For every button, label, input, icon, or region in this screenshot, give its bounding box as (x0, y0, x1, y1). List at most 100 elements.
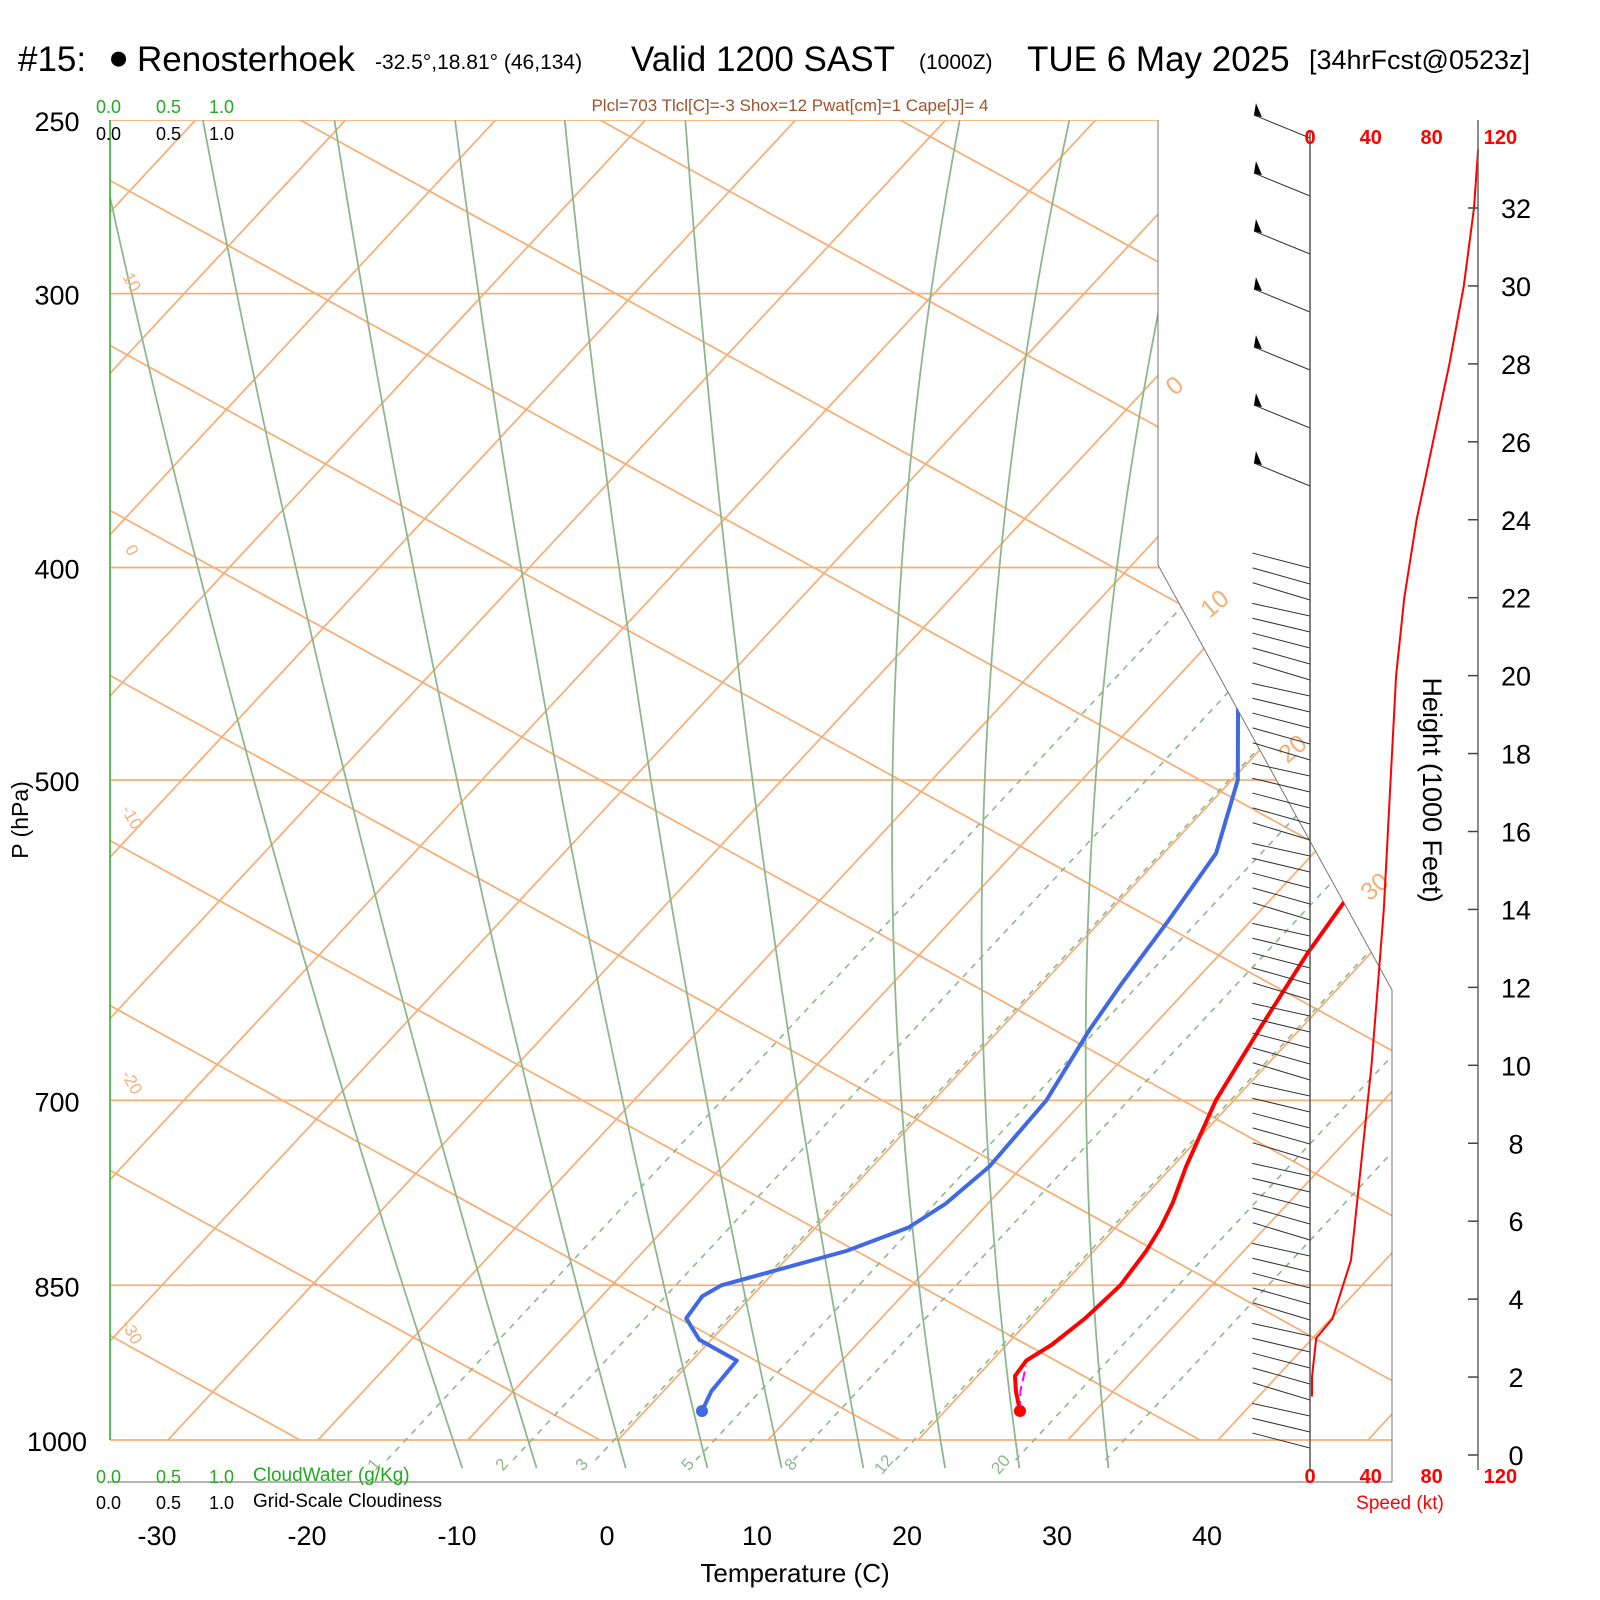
wind-barb (1252, 807, 1311, 825)
mixing-ratio-label: 2 (491, 1455, 512, 1474)
wind-barb (1252, 1322, 1311, 1337)
dry-adiabat-label: 10 (1195, 584, 1234, 623)
dry-adiabat-label: 0 (1161, 371, 1190, 401)
surface-temperature-point (1013, 1404, 1026, 1417)
wind-barb (1252, 982, 1311, 1001)
wind-barb (1252, 697, 1311, 713)
wind-barb (1252, 552, 1311, 569)
pressure-axis-label: P (hPa) (7, 781, 33, 859)
wind-barb (1253, 230, 1311, 255)
wind-barb (1252, 922, 1311, 937)
temperature-tick-label: 40 (1192, 1521, 1222, 1551)
wind-barb (1252, 1127, 1311, 1145)
station-id: #15: (18, 40, 87, 79)
mixing-ratio-line (792, 566, 1392, 1461)
diagram-grid (110, 120, 1600, 1469)
dry-adiabat-line (110, 120, 1392, 1441)
wind-barb (1252, 582, 1311, 601)
pressure-tick-label: 1000 (27, 1427, 87, 1457)
wind-barb (1252, 1417, 1311, 1433)
mixing-ratio-label: 20 (987, 1451, 1014, 1478)
dry-adiabat-line (110, 120, 1392, 1441)
moist-adiabat-line (559, 120, 783, 1469)
height-tick-label: 30 (1501, 272, 1531, 302)
wind-barb-flag (1253, 393, 1262, 408)
cloudiness-label: Grid-Scale Cloudiness (253, 1491, 442, 1512)
wind-barb (1252, 967, 1311, 985)
isotherm-line (467, 120, 1392, 1441)
wind-barb-flag (1253, 219, 1262, 234)
speed-tick-bottom: 40 (1360, 1466, 1382, 1488)
wind-barb-flag (1253, 161, 1262, 176)
height-axis-label: Height (1000 Feet) (1417, 677, 1447, 902)
isotherm-line (110, 120, 947, 1441)
isotherm-label: -30 (117, 1317, 146, 1348)
wind-barb (1252, 872, 1311, 889)
valid-date: TUE 6 May 2025 (1027, 40, 1290, 79)
wind-barb (1252, 662, 1311, 681)
isotherm-line (110, 120, 797, 1441)
height-tick-label: 6 (1508, 1207, 1523, 1237)
moist-adiabat-line (1084, 120, 1212, 1469)
wind-barb (1252, 1192, 1311, 1209)
zulu-time: (1000Z) (919, 51, 993, 74)
forecast-info: [34hrFcst@0523z] (1309, 45, 1531, 75)
height-tick-label: 10 (1501, 1051, 1531, 1081)
wind-barb (1252, 727, 1311, 745)
moist-adiabat-line (980, 120, 1079, 1469)
cloudwater-scale-label: 0.0 (96, 1467, 121, 1487)
height-tick-label: 12 (1501, 973, 1531, 1003)
pressure-tick-label: 400 (34, 555, 79, 585)
wind-barb (1253, 462, 1311, 487)
cloudiness-scale-label: 0.0 (96, 1493, 121, 1513)
wind-barb (1252, 1352, 1311, 1369)
dry-adiabat-line (599, 120, 1392, 1441)
height-tick-label: 14 (1501, 895, 1531, 925)
wind-barb-flag (1253, 103, 1262, 118)
cloudwater-scale-label: 0.5 (156, 97, 181, 117)
diagram-frame (109, 120, 1393, 1483)
wind-barb (1252, 1032, 1311, 1049)
speed-tick-top: 40 (1360, 127, 1382, 149)
speed-axis-label: Speed (kt) (1356, 1493, 1444, 1514)
mixing-ratio-label: 3 (571, 1455, 592, 1474)
wind-barbs (1252, 103, 1311, 1449)
wind-barb (1252, 1177, 1311, 1193)
temperature-axis-label: Temperature (C) (700, 1558, 889, 1588)
temperature-tick-label: 30 (1042, 1521, 1072, 1551)
wind-barb (1253, 114, 1311, 139)
valid-time: Valid 1200 SAST (631, 40, 895, 79)
wind-barb (1252, 1112, 1311, 1129)
wind-barb (1252, 762, 1311, 777)
wind-barb (1252, 632, 1311, 649)
isotherm-line (1367, 120, 1392, 1441)
mixing-ratio-line (695, 566, 1392, 1461)
wind-barb (1252, 822, 1311, 841)
height-tick-label: 16 (1501, 818, 1531, 848)
cloudiness-scale-label: 0.5 (156, 1493, 181, 1513)
wind-barb (1252, 1302, 1311, 1321)
wind-speed-line (1311, 149, 1480, 1397)
height-tick-label: 26 (1501, 428, 1531, 458)
cloudwater-scale-label: 1.0 (209, 97, 234, 117)
speed-tick-bottom: 120 (1484, 1466, 1517, 1488)
cloudwater-label: CloudWater (g/Kg) (253, 1465, 410, 1486)
wind-barb (1252, 1287, 1311, 1305)
speed-tick-top: 0 (1304, 127, 1315, 149)
pressure-tick-label: 300 (34, 281, 79, 311)
dry-adiabat-line (110, 120, 901, 1441)
dry-adiabat-line (1500, 120, 1600, 1440)
wind-barb (1252, 602, 1311, 617)
dewpoint-trace (684, 120, 1392, 1412)
wind-barb-flag (1253, 451, 1262, 466)
wind-barb (1252, 792, 1311, 809)
isotherm-label: 0 (121, 541, 142, 559)
cloudiness-scale-label: 1.0 (209, 124, 234, 144)
height-tick-label: 22 (1501, 584, 1531, 614)
isotherm-label: -20 (117, 1067, 146, 1098)
mixing-ratio-line (386, 566, 1219, 1461)
wind-barb (1252, 1142, 1311, 1161)
